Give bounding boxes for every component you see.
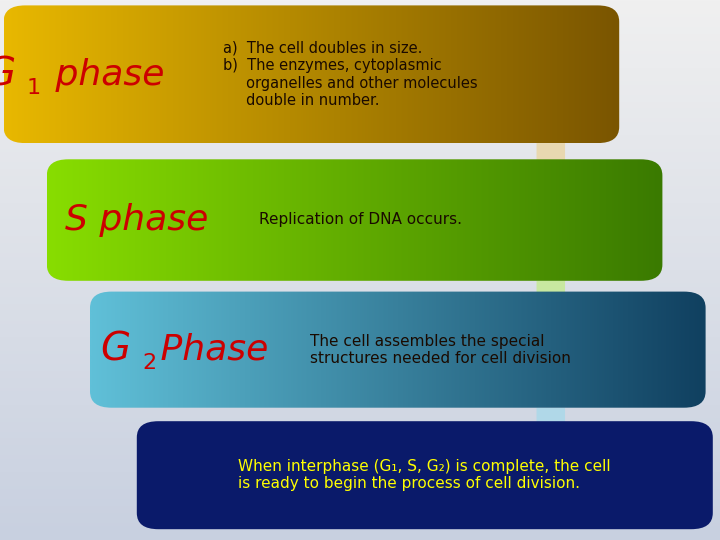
Polygon shape: [525, 408, 577, 462]
Text: phase: phase: [44, 58, 165, 91]
Text: Phase: Phase: [149, 333, 269, 367]
Text: G: G: [0, 56, 15, 93]
Text: Replication of DNA occurs.: Replication of DNA occurs.: [259, 212, 462, 227]
Text: a)  The cell doubles in size.
b)  The enzymes, cytoplasmic
     organelles and o: a) The cell doubles in size. b) The enzy…: [223, 41, 478, 108]
Text: The cell assembles the special
structures needed for cell division: The cell assembles the special structure…: [310, 334, 570, 366]
Text: 1: 1: [27, 78, 41, 98]
Polygon shape: [525, 281, 577, 338]
Text: When interphase (G₁, S, G₂) is complete, the cell
is ready to begin the process : When interphase (G₁, S, G₂) is complete,…: [238, 459, 611, 491]
Text: 2: 2: [142, 353, 156, 374]
FancyBboxPatch shape: [137, 421, 713, 529]
Polygon shape: [525, 143, 577, 205]
Text: G: G: [100, 331, 130, 369]
Text: S phase: S phase: [65, 203, 209, 237]
